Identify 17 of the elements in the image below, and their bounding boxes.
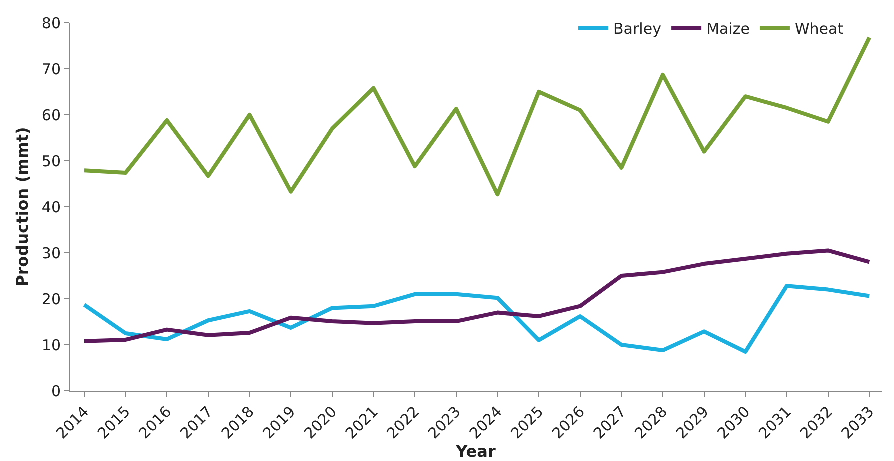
y-tick-label: 80 (42, 14, 61, 32)
line-series (82, 248, 872, 344)
y-tick-label: 10 (42, 336, 61, 354)
y-tick-label: 60 (42, 106, 61, 124)
y-tick-label: 40 (42, 198, 61, 216)
y-tick-label: 50 (42, 152, 61, 170)
y-tick-label: 30 (42, 244, 61, 262)
line-series (82, 36, 872, 197)
legend-label: Wheat (794, 20, 844, 38)
line-series (82, 284, 872, 354)
legend-label: Maize (706, 20, 750, 38)
y-tick-label: 70 (42, 60, 61, 78)
x-axis-title: Year (455, 442, 496, 461)
legend-label: Barley (614, 20, 662, 38)
y-tick-label: 20 (42, 290, 61, 308)
y-tick-label: 0 (51, 382, 61, 400)
y-axis-title: Production (mmt) (13, 127, 32, 287)
